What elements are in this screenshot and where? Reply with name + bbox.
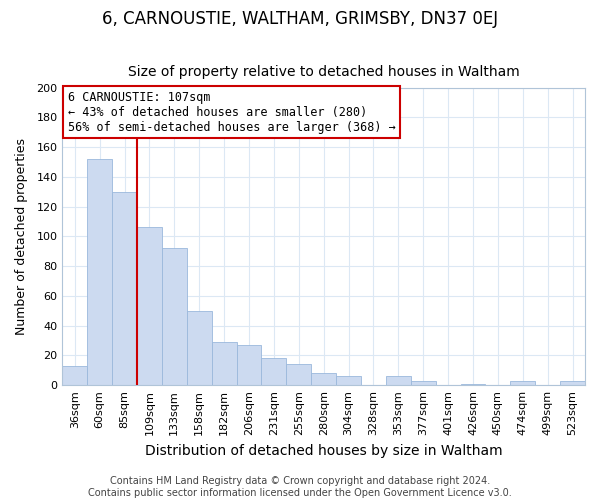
Y-axis label: Number of detached properties: Number of detached properties [15, 138, 28, 335]
Bar [62, 366, 87, 385]
Bar [411, 380, 436, 385]
Bar [112, 192, 137, 385]
Bar [386, 376, 411, 385]
Bar [336, 376, 361, 385]
Bar [212, 342, 236, 385]
Text: Contains HM Land Registry data © Crown copyright and database right 2024.
Contai: Contains HM Land Registry data © Crown c… [88, 476, 512, 498]
Bar [262, 358, 286, 385]
Bar [162, 248, 187, 385]
Bar [311, 374, 336, 385]
Bar [511, 380, 535, 385]
Bar [187, 311, 212, 385]
Bar [286, 364, 311, 385]
Title: Size of property relative to detached houses in Waltham: Size of property relative to detached ho… [128, 66, 520, 80]
Text: 6 CARNOUSTIE: 107sqm
← 43% of detached houses are smaller (280)
56% of semi-deta: 6 CARNOUSTIE: 107sqm ← 43% of detached h… [68, 90, 395, 134]
Bar [137, 228, 162, 385]
Bar [560, 380, 585, 385]
Bar [87, 159, 112, 385]
Text: 6, CARNOUSTIE, WALTHAM, GRIMSBY, DN37 0EJ: 6, CARNOUSTIE, WALTHAM, GRIMSBY, DN37 0E… [102, 10, 498, 28]
Bar [461, 384, 485, 385]
X-axis label: Distribution of detached houses by size in Waltham: Distribution of detached houses by size … [145, 444, 502, 458]
Bar [236, 345, 262, 385]
